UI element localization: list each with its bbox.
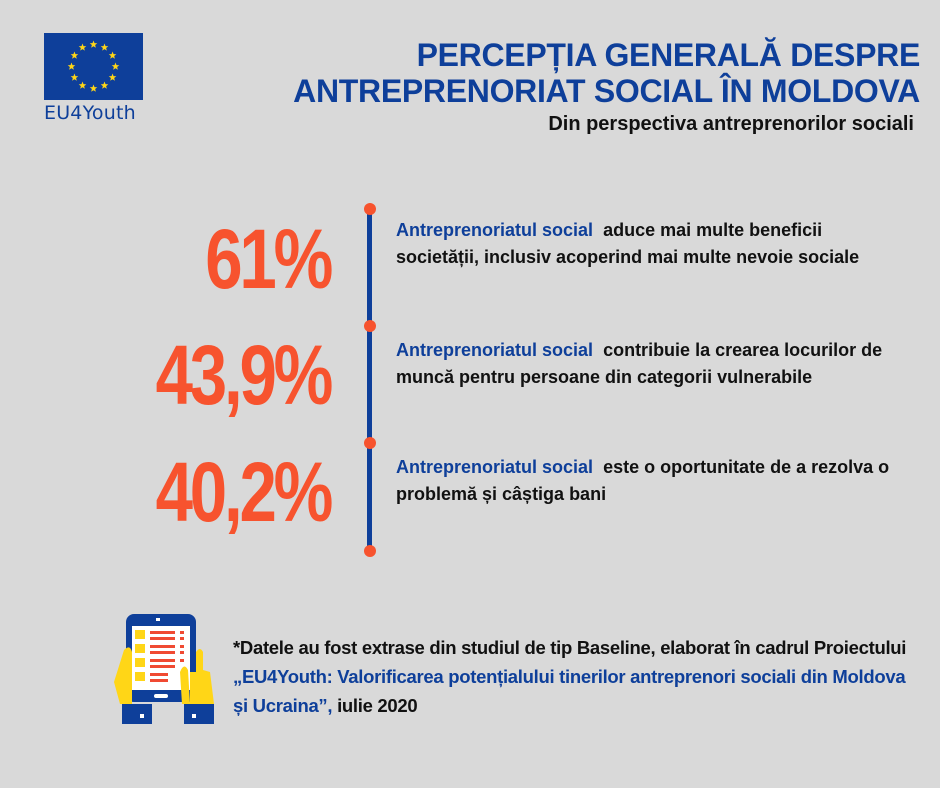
stat-highlight: Antreprenoriatul social	[396, 340, 594, 360]
stat-highlight: Antreprenoriatul social	[396, 457, 594, 477]
star-icon	[100, 81, 109, 89]
star-icon	[100, 43, 109, 51]
stat-value: 61%	[205, 212, 333, 306]
title-line-1: PERCEPȚIA GENERALĂ DESPRE	[416, 37, 921, 73]
stat-description: Antreprenoriatul social contribuie la cr…	[396, 337, 896, 391]
stat-text: aduce mai multe beneficii societății, in…	[396, 220, 860, 267]
stat-description: Antreprenoriatul social este o oportunit…	[396, 454, 896, 508]
footnote-prefix: *Datele au fost extrase din studiul de t…	[233, 637, 907, 658]
footnote: *Datele au fost extrase din studiul de t…	[233, 633, 913, 720]
page-title: PERCEPȚIA GENERALĂ DESPRE ANTREPRENORIAT…	[293, 37, 920, 109]
star-icon	[108, 73, 117, 81]
stat-text: contribuie la crearea locurilor de muncă…	[396, 340, 883, 387]
logo-text: EU4Youth	[44, 102, 136, 124]
title-line-2: ANTREPRENORIAT SOCIAL ÎN MOLDOVA	[293, 73, 920, 109]
star-icon	[70, 51, 79, 59]
star-icon	[70, 73, 79, 81]
footnote-date: iulie 2020	[332, 695, 418, 716]
eu-flag-icon	[44, 33, 143, 100]
stat-value: 43,9%	[155, 328, 333, 422]
footnote-project: „EU4Youth: Valorificarea potențialului t…	[233, 666, 906, 716]
timeline-dot	[364, 203, 376, 215]
star-icon	[111, 62, 120, 70]
timeline-dot	[364, 320, 376, 332]
stat-text: este o oportunitate de a rezolva o probl…	[396, 457, 890, 504]
star-icon	[108, 51, 117, 59]
tablet-survey-icon	[110, 612, 225, 732]
star-icon	[67, 62, 76, 70]
timeline-line	[367, 208, 372, 551]
star-icon	[89, 84, 98, 92]
timeline-dot	[364, 545, 376, 557]
timeline-dot	[364, 437, 376, 449]
page-subtitle: Din perspectiva antreprenorilor sociali	[548, 113, 914, 135]
stat-value: 40,2%	[155, 445, 333, 539]
stat-description: Antreprenoriatul social aduce mai multe …	[396, 217, 896, 271]
star-icon	[78, 81, 87, 89]
star-icon	[89, 40, 98, 48]
stat-highlight: Antreprenoriatul social	[396, 220, 594, 240]
star-icon	[78, 43, 87, 51]
